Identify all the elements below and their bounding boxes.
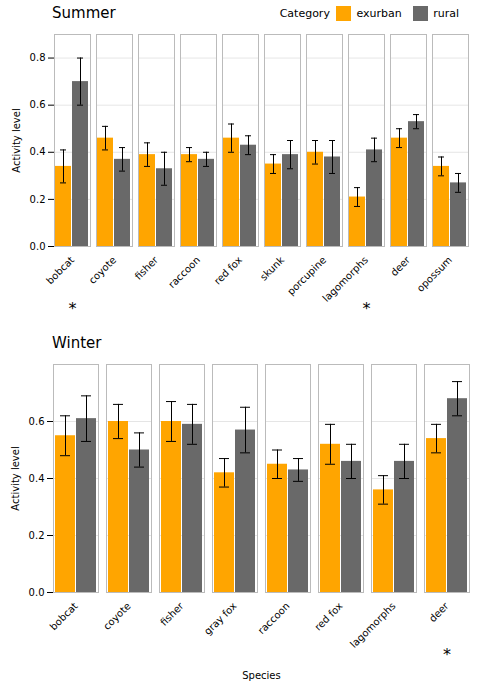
svg-text:coyote: coyote [101,600,133,632]
svg-text:fisher: fisher [133,254,161,282]
svg-text:raccoon: raccoon [256,600,292,636]
svg-text:lagomorphs: lagomorphs [348,600,398,650]
html-text:Category: Category [279,6,330,20]
svg-text:red fox: red fox [212,254,244,286]
html-text:Winter: Winter [52,334,102,352]
html-text:Summer: Summer [52,4,116,22]
svg-text:Species: Species [242,670,281,681]
html-text:exurban: exurban [356,6,402,20]
svg-text:0.4: 0.4 [29,473,45,484]
svg-text:Activity level: Activity level [11,108,22,172]
svg-text:0.2: 0.2 [29,530,45,541]
svg-text:*: * [363,299,371,318]
svg-text:gray fox: gray fox [202,600,239,637]
svg-text:raccoon: raccoon [166,254,202,290]
svg-text:opossum: opossum [415,254,455,294]
svg-text:deer: deer [427,600,452,625]
svg-text:bobcat: bobcat [44,254,76,286]
svg-text:0.0: 0.0 [29,587,45,598]
svg-text:0.6: 0.6 [30,99,46,110]
svg-text:0.0: 0.0 [30,241,46,252]
svg-text:porcupine: porcupine [285,254,328,297]
html-text:rural: rural [433,6,459,20]
svg-text:0.4: 0.4 [30,146,46,157]
svg-text:skunk: skunk [258,254,287,283]
svg-text:0.8: 0.8 [30,52,46,63]
svg-text:*: * [69,299,77,318]
svg-text:coyote: coyote [87,254,119,286]
svg-text:lagomorphs: lagomorphs [321,254,371,304]
svg-text:bobcat: bobcat [48,600,80,632]
svg-text:red fox: red fox [312,600,344,632]
svg-text:Activity level: Activity level [10,446,21,510]
svg-text:fisher: fisher [158,600,186,628]
svg-text:0.2: 0.2 [30,194,46,205]
svg-text:*: * [443,645,451,664]
svg-text:deer: deer [388,254,413,279]
svg-text:0.6: 0.6 [29,416,45,427]
